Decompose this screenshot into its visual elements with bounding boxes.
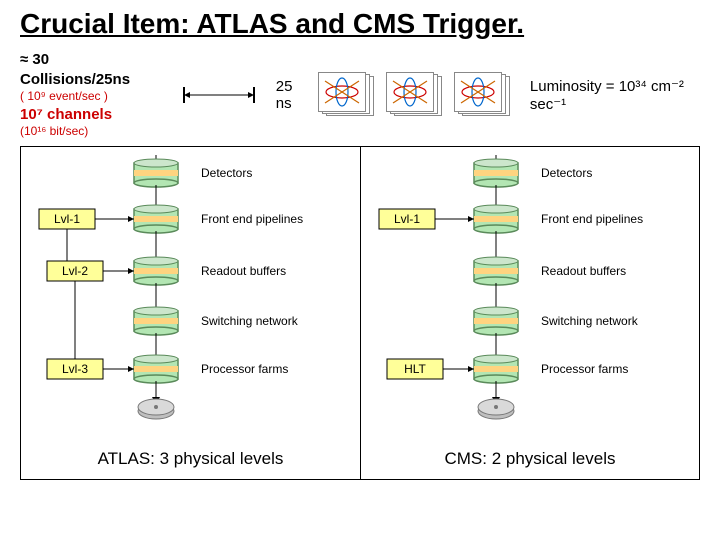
main-diagram: Detectors Front end pipelines Readout bu… [20,146,700,480]
label-readout: Readout buffers [201,264,286,278]
event-stack-row [318,72,512,118]
lvl1-box: Lvl-1 [379,209,435,229]
buffer-icon [134,159,178,187]
buffer-icon [134,205,178,233]
storage-disk-icon [478,399,514,419]
lvl1-box: Lvl-1 [39,209,95,229]
page-title: Crucial Item: ATLAS and CMS Trigger. [0,0,720,44]
lvl3-box: Lvl-3 [47,359,103,379]
buffer-icon [474,257,518,285]
cms-column: Detectors Front end pipelines Readout bu… [360,147,699,479]
event-card [318,72,366,112]
label-detectors: Detectors [201,166,252,180]
label-switching: Switching network [201,314,299,328]
svg-text:Lvl-3: Lvl-3 [62,362,88,376]
label-readout: Readout buffers [541,264,626,278]
label-frontend: Front end pipelines [201,212,303,226]
cms-pipeline: Detectors Front end pipelines Readout bu… [371,153,691,443]
buffer-icon [474,355,518,383]
atlas-column: Detectors Front end pipelines Readout bu… [21,147,360,479]
event-graphics: 25 ns [176,72,700,118]
buffer-icon [474,205,518,233]
buffer-icon [474,307,518,335]
label-switching: Switching network [541,314,639,328]
storage-disk-icon [138,399,174,419]
header-row: ≈ 30 Collisions/25ns ( 10⁹ event/sec ) 1… [0,44,720,142]
lvl2-box: Lvl-2 [47,261,103,281]
svg-text:Lvl-2: Lvl-2 [62,264,88,278]
left-stats: ≈ 30 Collisions/25ns ( 10⁹ event/sec ) 1… [20,50,156,140]
collision-icon [455,73,501,111]
luminosity-label: Luminosity = 10³⁴ cm⁻² sec⁻¹ [530,77,700,113]
collisions-sub: ( 10⁹ event/sec ) [20,89,156,105]
collision-icon [387,73,433,111]
svg-text:HLT: HLT [404,362,426,376]
cms-footer: CMS: 2 physical levels [371,449,689,469]
svg-text:Lvl-1: Lvl-1 [394,212,420,226]
svg-text:Lvl-1: Lvl-1 [54,212,80,226]
label-farms: Processor farms [541,362,628,376]
label-frontend: Front end pipelines [541,212,643,226]
buffer-icon [134,355,178,383]
event-card [454,72,502,112]
bunch-spacing-label: 25 ns [276,78,308,112]
channels-main: 10⁷ channels [20,105,156,125]
channels-sub: (10¹⁶ bit/sec) [20,124,156,140]
event-stack [318,72,376,118]
buffer-icon [134,307,178,335]
hlt-box: HLT [387,359,443,379]
bunch-spacing-marker [176,83,266,107]
atlas-footer: ATLAS: 3 physical levels [31,449,350,469]
buffer-icon [134,257,178,285]
collisions-main: ≈ 30 Collisions/25ns [20,50,156,89]
collision-icon [319,73,365,111]
event-stack [454,72,512,118]
atlas-pipeline: Detectors Front end pipelines Readout bu… [31,153,351,443]
label-farms: Processor farms [201,362,288,376]
buffer-icon [474,159,518,187]
event-card [386,72,434,112]
label-detectors: Detectors [541,166,592,180]
event-stack [386,72,444,118]
